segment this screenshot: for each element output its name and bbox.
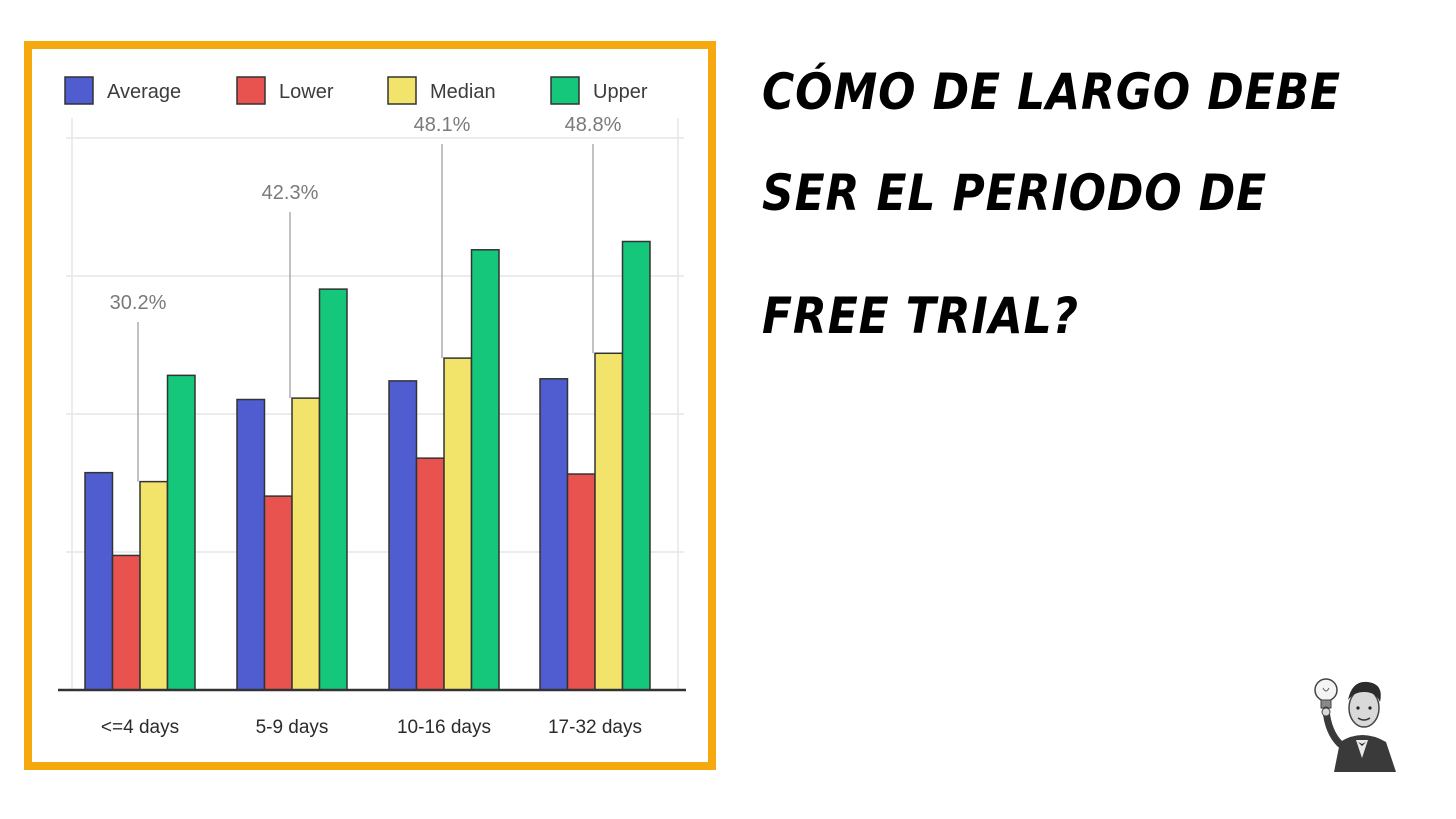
- legend-label-upper: Upper: [593, 81, 648, 103]
- legend-label-lower: Lower: [279, 81, 334, 103]
- title-line-2: SER EL PERIODO DE: [762, 164, 1268, 222]
- bar-upper-17-32-days: [621, 240, 651, 691]
- legend-swatch-average: [64, 76, 94, 105]
- bar-median-17-32-days: [594, 352, 624, 691]
- bar-lower-5-9-days: [263, 495, 293, 691]
- legend-swatch-median: [387, 76, 417, 105]
- bar-median-4-days: [139, 480, 169, 691]
- chart-frame: Average Lower Median Upper <=4 days 5-9 days 1…: [24, 41, 716, 770]
- bar-upper-4-days: [166, 374, 196, 691]
- bar-chart: Average Lower Median Upper <=4 days 5-9 days 1…: [58, 76, 686, 738]
- bar-median-5-9-days: [291, 397, 321, 691]
- legend-label-average: Average: [107, 81, 181, 103]
- bar-median-10-16-days: [443, 357, 473, 691]
- annotation-label: 48.1%: [414, 114, 471, 136]
- bar-lower-10-16-days: [415, 457, 445, 691]
- bar-lower-4-days: [111, 554, 141, 691]
- bar-upper-10-16-days: [470, 249, 500, 691]
- annotation-label: 42.3%: [262, 182, 319, 204]
- x-tick-label: 10-16 days: [397, 717, 491, 738]
- inventor-avatar-icon: [1306, 662, 1418, 772]
- annotation-label: 30.2%: [110, 292, 167, 314]
- title-line-1: CÓMO DE LARGO DEBE: [762, 63, 1341, 121]
- page-title: CÓMO DE LARGO DEBE SER EL PERIODO DE FRE…: [762, 52, 1402, 378]
- bar-lower-17-32-days: [566, 473, 596, 691]
- legend-label-median: Median: [430, 81, 496, 103]
- x-tick-label: <=4 days: [101, 717, 179, 738]
- annotation-label: 48.8%: [565, 114, 622, 136]
- legend-swatch-lower: [236, 76, 266, 105]
- bar-upper-5-9-days: [318, 288, 348, 691]
- title-line-3: FREE TRIAL?: [762, 287, 1079, 345]
- bar-average-10-16-days: [388, 380, 418, 691]
- bar-average-5-9-days: [236, 398, 266, 691]
- bar-average-17-32-days: [539, 378, 569, 691]
- x-tick-label: 17-32 days: [548, 717, 642, 738]
- x-tick-label: 5-9 days: [256, 717, 329, 738]
- bar-average-4-days: [84, 471, 114, 691]
- legend-swatch-upper: [550, 76, 580, 105]
